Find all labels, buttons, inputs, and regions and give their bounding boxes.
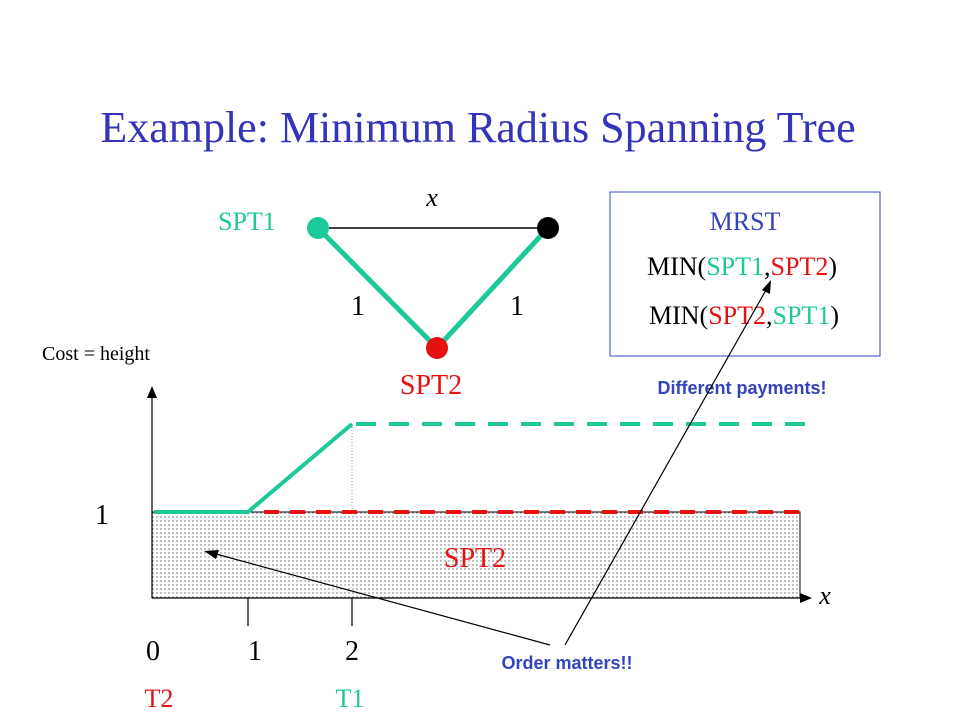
x-tick-sublabel-t2: T2 <box>145 684 174 713</box>
slide-title: Example: Minimum Radius Spanning Tree <box>100 103 855 152</box>
region-label: SPT2 <box>444 543 506 574</box>
y-axis-label: Cost = height <box>42 343 150 365</box>
mrst-line-2-b: SPT1 <box>773 301 831 330</box>
arrow-to-region-head <box>204 550 219 559</box>
y-tick-1: 1 <box>95 500 109 531</box>
mrst-heading: MRST <box>710 207 781 236</box>
edge-right-weight: 1 <box>510 291 524 322</box>
x-tick-label-0: 0 <box>146 636 160 667</box>
node-spt2 <box>426 337 448 359</box>
mrst-line-1-a: SPT1 <box>706 252 764 281</box>
mrst-line-2-suffix: ) <box>830 301 839 330</box>
mrst-box-border <box>609 191 881 357</box>
node-spt2-label: SPT2 <box>400 370 462 401</box>
order-matters-annotation: Order matters!! <box>204 280 771 673</box>
node-spt1-label: SPT1 <box>218 207 276 236</box>
x-tick-sublabel-t1: T1 <box>336 684 365 713</box>
arrow-to-mrst <box>564 289 767 646</box>
different-payments-note: Different payments! <box>657 378 826 398</box>
x-tick-label-1: 1 <box>248 636 262 667</box>
edge-top-label: x <box>425 183 438 212</box>
edge-right <box>435 226 550 350</box>
y-axis-arrowhead <box>147 386 157 398</box>
mrst-box: MRST MIN(SPT1,SPT2) MIN(SPT2,SPT1) <box>609 191 881 357</box>
mrst-line-1-b: SPT2 <box>771 252 829 281</box>
graph: x SPT1 1 1 SPT2 <box>218 183 559 401</box>
edge-left-weight: 1 <box>351 291 365 322</box>
mrst-line-1-prefix: MIN( <box>647 252 706 281</box>
node-spt1 <box>307 217 329 239</box>
mrst-line-1: MIN(SPT1,SPT2) <box>647 252 837 281</box>
mrst-line-1-suffix: ) <box>828 252 837 281</box>
spt1-cost-curve <box>154 422 354 514</box>
mrst-line-1-sep: , <box>764 252 771 281</box>
x-axis-arrowhead <box>800 593 812 603</box>
edge-left <box>316 226 439 350</box>
node-right <box>537 217 559 239</box>
arrow-to-region <box>215 553 551 646</box>
order-matters-note: Order matters!! <box>501 653 632 673</box>
mrst-line-2-sep: , <box>766 301 773 330</box>
mrst-line-2-prefix: MIN( <box>649 301 708 330</box>
spt2-region <box>151 511 801 599</box>
mrst-line-2: MIN(SPT2,SPT1) <box>649 301 839 330</box>
x-tick-label-2: 2 <box>345 636 359 667</box>
x-axis-label: x <box>818 581 831 610</box>
arrow-to-mrst-head <box>762 280 771 294</box>
cost-plot: Cost = height 1 x SPT2 0 1 2 T2 T1 <box>42 343 831 713</box>
